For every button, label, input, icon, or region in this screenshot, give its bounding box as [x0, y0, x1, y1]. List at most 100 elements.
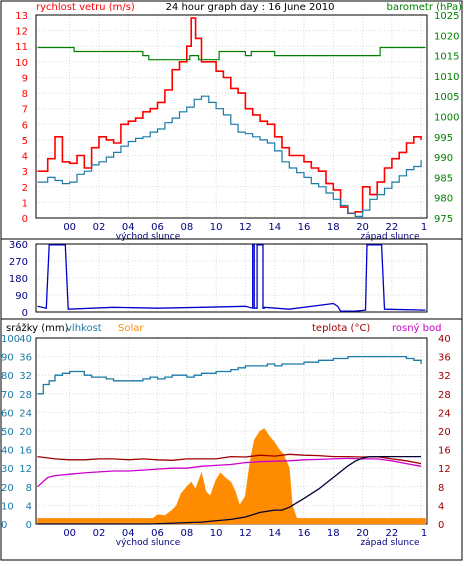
- wind-speed-tick-label: 10: [15, 58, 28, 69]
- time-tick-label: 18: [327, 528, 340, 539]
- rainfall-line: [37, 455, 422, 525]
- rain-tick-label: 4: [26, 501, 32, 512]
- time-tick-label: 14: [268, 528, 281, 539]
- rain-tick-label: 12: [19, 464, 32, 475]
- time-tick-label: 16: [298, 222, 311, 233]
- humidity-tick-label: 90: [1, 353, 14, 364]
- temperature-line: [37, 453, 422, 465]
- humidity-tick-label: 30: [1, 464, 14, 475]
- dew-point-line: [37, 457, 422, 488]
- wind-speed-average-line: [37, 95, 422, 217]
- time-tick-label: 12: [239, 528, 252, 539]
- humidity-tick-label: 60: [1, 408, 14, 419]
- barometer-tick-label: 1000: [434, 113, 459, 124]
- time-tick-label: 00: [63, 222, 76, 233]
- time-tick-label: 1: [421, 222, 427, 233]
- barometer-axis-label: barometr (hPa): [387, 2, 463, 13]
- wind-speed-tick-label: 5: [22, 136, 28, 147]
- wind-speed-axis-label: rychlost vetru (m/s): [36, 2, 135, 13]
- rain-tick-label: 28: [19, 390, 32, 401]
- wind-speed-line: [37, 17, 422, 215]
- rain-tick-label: 36: [19, 353, 32, 364]
- compass-tick-label: W: [434, 0, 444, 3]
- barometer-tick-label: 1010: [434, 72, 459, 83]
- climate-panel: 0102030405060708090100048121620242832364…: [0, 318, 463, 561]
- wind-direction-series: [37, 244, 426, 312]
- wind-speed-tick-label: 8: [22, 89, 28, 100]
- wind-speed-tick-label: 6: [22, 120, 28, 131]
- wind-baro-plot-area: [35, 14, 428, 219]
- wind-speed-tick-label: 1: [22, 198, 28, 209]
- barometer-tick-label: 1025: [434, 11, 459, 22]
- barometer-tick-label: 985: [434, 173, 453, 184]
- humidity-tick-label: 20: [1, 483, 14, 494]
- temperature-tick-label: 0: [438, 520, 444, 531]
- climate-series: [37, 355, 422, 525]
- rain-tick-label: 16: [19, 446, 32, 457]
- time-tick-label: 1: [421, 528, 427, 539]
- chart-title: 24 hour graph day : 16 June 2010: [166, 2, 335, 13]
- sunrise-label-bottom: východ slunce: [116, 538, 181, 548]
- time-tick-label: 08: [180, 222, 193, 233]
- temperature-tick-label: 36: [438, 353, 451, 364]
- climate-time-axis: 00 02 04 06 08 10 12 14 16 18 20 22 1: [63, 528, 427, 539]
- time-tick-label: 06: [151, 528, 164, 539]
- compass-tick-label: E: [434, 0, 440, 3]
- wind-speed-tick-label: 3: [22, 167, 28, 178]
- time-tick-label: 14: [268, 222, 281, 233]
- time-tick-label: 20: [356, 528, 369, 539]
- wind-direction-tick-label: 0: [22, 308, 28, 319]
- time-tick-label: 04: [122, 222, 135, 233]
- barometer-tick-label: 1015: [434, 52, 459, 63]
- barometer-line: [37, 46, 426, 61]
- wind-direction-compass-axis: NWSEN: [434, 0, 444, 3]
- solar-area: [37, 428, 426, 525]
- rain-tick-label: 0: [26, 520, 32, 531]
- compass-tick-label: N: [434, 0, 441, 3]
- wind-direction-tick-label: 270: [9, 257, 28, 268]
- climate-left-legend-label: srážky (mm): [6, 322, 69, 334]
- humidity-line: [37, 355, 422, 395]
- compass-tick-label: S: [434, 0, 440, 3]
- rain-tick-label: 40: [19, 334, 32, 345]
- humidity-tick-label: 50: [1, 427, 14, 438]
- barometer-tick-label: 980: [434, 194, 453, 205]
- rain-tick-label: 24: [19, 408, 32, 419]
- wind-speed-tick-label: 4: [22, 152, 28, 163]
- wind-speed-tick-label: 13: [15, 11, 28, 22]
- wind-speed-tick-label: 12: [15, 27, 28, 38]
- wind-speed-tick-label: 9: [22, 73, 28, 84]
- temperature-tick-label: 20: [438, 427, 451, 438]
- time-tick-label: 08: [180, 528, 193, 539]
- temperature-tick-label: 4: [438, 501, 444, 512]
- time-tick-label: 16: [298, 528, 311, 539]
- temperature-tick-label: 40: [438, 334, 451, 345]
- climate-right-legend-label: rosný bod: [392, 322, 441, 334]
- climate-legend: srážky (mm)vlhkost Solar teplota (°C) rosný…: [6, 322, 441, 334]
- time-tick-label: 02: [93, 528, 106, 539]
- time-tick-label: 22: [385, 222, 398, 233]
- wind-direction-degrees-axis: 0 90 180 270 360: [9, 240, 28, 319]
- temperature-tick-label: 32: [438, 371, 451, 382]
- temperature-tick-label: 8: [438, 483, 444, 494]
- time-tick-label: 12: [239, 222, 252, 233]
- wind-direction-tick-label: 180: [9, 274, 28, 285]
- wind-speed-tick-label: 0: [22, 214, 28, 225]
- temperature-tick-label: 12: [438, 464, 451, 475]
- barometer-tick-label: 1020: [434, 31, 459, 42]
- barometer-tick-label: 990: [434, 153, 453, 164]
- time-tick-label: 10: [210, 222, 223, 233]
- climate-right-legend-label: teplota (°C): [312, 323, 370, 334]
- time-tick-label: 20: [356, 222, 369, 233]
- temperature-tick-label: 16: [438, 446, 451, 457]
- humidity-tick-label: 10: [1, 501, 14, 512]
- barometer-tick-label: 995: [434, 133, 453, 144]
- sunset-label-bottom: západ slunce: [360, 538, 420, 548]
- wind-direction-line: [37, 244, 426, 312]
- solar-series: [37, 428, 426, 525]
